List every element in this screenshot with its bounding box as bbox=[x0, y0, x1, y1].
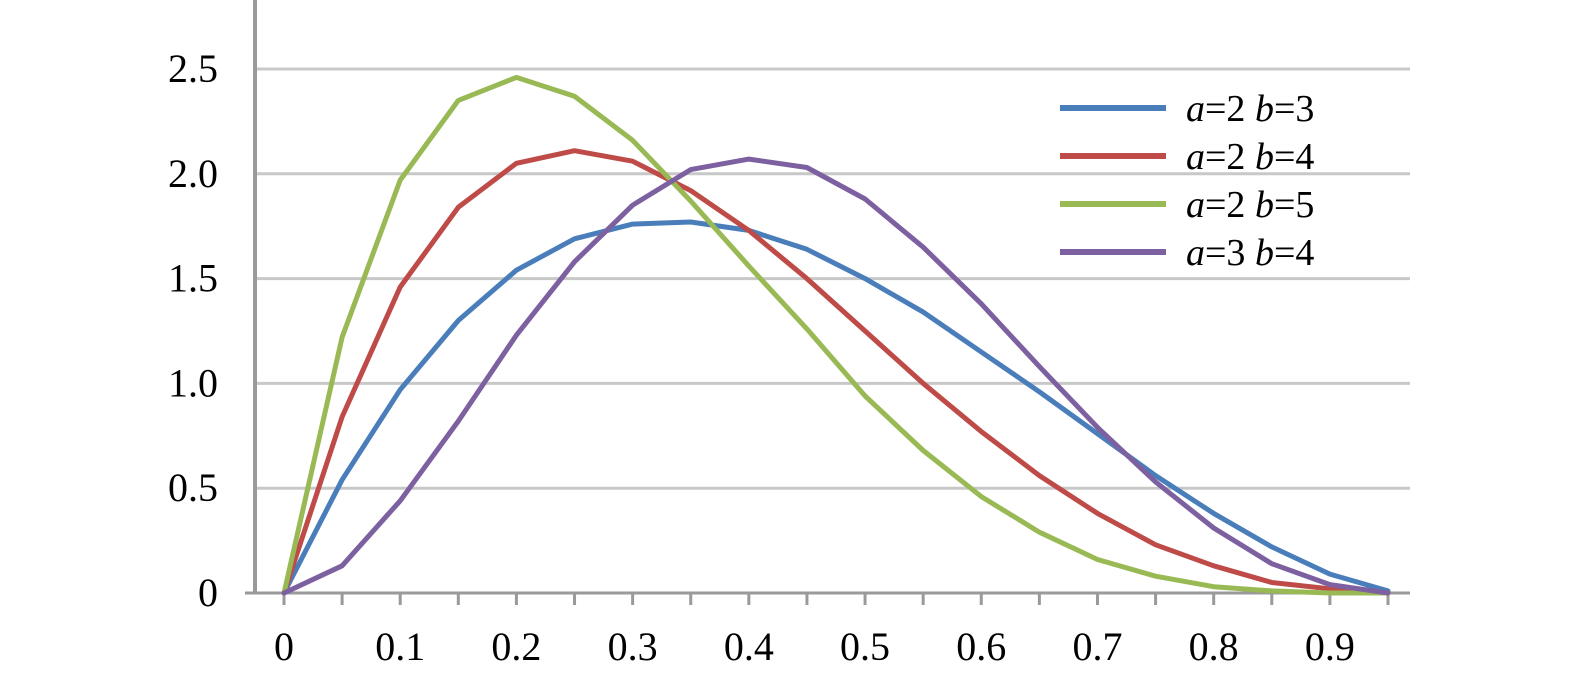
x-tick-label: 0.1 bbox=[375, 624, 425, 669]
series-line-4 bbox=[281, 156, 1391, 596]
gridlines bbox=[255, 67, 1410, 490]
series-line-3 bbox=[281, 74, 1391, 596]
legend-entry-1: a=2 b=3 bbox=[1186, 88, 1314, 130]
series-lines bbox=[281, 74, 1391, 596]
x-tick-label: 0.3 bbox=[608, 624, 658, 669]
y-tick-label: 2.5 bbox=[168, 46, 218, 91]
legend: a=2 b=3 a=2 b=4 a=2 b=5 a=3 b=4 bbox=[1060, 88, 1314, 274]
x-tick-label: 0.8 bbox=[1189, 624, 1239, 669]
legend-entry-2: a=2 b=4 bbox=[1186, 136, 1314, 178]
x-tick-label: 0.5 bbox=[840, 624, 890, 669]
legend-entry-4: a=3 b=4 bbox=[1186, 232, 1314, 274]
y-tick-label: 2.0 bbox=[168, 151, 218, 196]
y-axis-ticks: 0 0.5 1.0 1.5 2.0 2.5 bbox=[168, 46, 218, 615]
series-line-2 bbox=[281, 148, 1391, 596]
x-tick-label: 0.6 bbox=[956, 624, 1006, 669]
legend-entry-3: a=2 b=5 bbox=[1186, 184, 1314, 226]
y-tick-label: 1.0 bbox=[168, 360, 218, 405]
x-axis-ticks: 0 0.1 0.2 0.3 0.4 0.5 0.6 0.7 0.8 0.9 bbox=[274, 624, 1355, 669]
y-tick-label: 0 bbox=[198, 570, 218, 615]
y-tick-label: 0.5 bbox=[168, 465, 218, 510]
axes bbox=[245, 0, 1410, 605]
series-line-1 bbox=[281, 219, 1391, 596]
x-tick-label: 0 bbox=[274, 624, 294, 669]
x-tick-label: 0.7 bbox=[1072, 624, 1122, 669]
y-tick-label: 1.5 bbox=[168, 256, 218, 301]
x-tick-label: 0.9 bbox=[1305, 624, 1355, 669]
x-tick-label: 0.2 bbox=[491, 624, 541, 669]
x-tick-label: 0.4 bbox=[724, 624, 774, 669]
